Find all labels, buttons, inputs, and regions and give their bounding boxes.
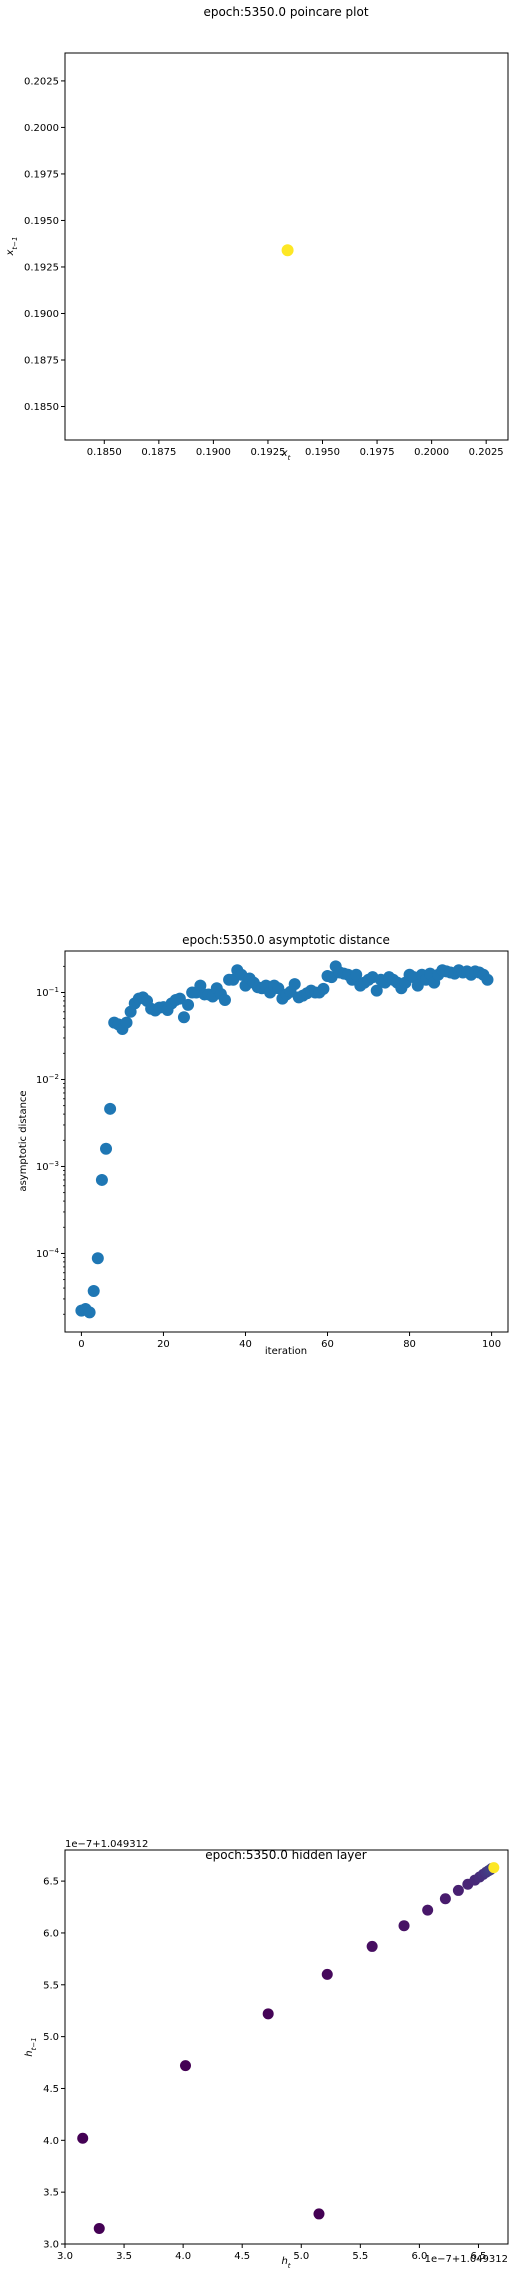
hidden-layer-point: [366, 1940, 378, 1952]
hidden-layer-point: [321, 1968, 333, 1980]
asymptotic-distance-point: [83, 1306, 96, 1319]
poincare-plot-point: [281, 244, 294, 257]
hidden-layer-axes-frame: [64, 1849, 509, 2245]
hidden-layer-point: [179, 2060, 191, 2072]
poincare-plot-ytick-label: 0.1925: [24, 262, 59, 273]
poincare-plot-xtick-label: 0.2025: [469, 447, 504, 458]
asymptotic-distance-point: [218, 993, 231, 1006]
asymptotic-distance-point: [370, 984, 383, 997]
poincare-plot-ytick-label: 0.2025: [24, 76, 59, 87]
hidden-layer-xtick-label: 4.5: [234, 2251, 250, 2262]
hidden-layer-ytick-label: 6.0: [43, 1928, 59, 1939]
asymptotic-distance-point: [95, 1173, 108, 1186]
asymptotic-distance-xtick-label: 60: [321, 1339, 334, 1350]
asymptotic-distance-point: [288, 978, 301, 991]
poincare-plot-xtick-label: 0.1950: [305, 447, 340, 458]
hidden-layer-ticks: 3.0 3.5 4.0 4.5 5.0 5.5 6.0 6.5 3.0 3.5 4.0 4.5 5.0 5…: [43, 1877, 486, 2262]
poincare-plot-ytick-label: 0.1900: [24, 309, 59, 320]
hidden-layer-x-offset-label: 1e−7+1.049312: [425, 2254, 508, 2265]
asymptotic-distance-ytick-label: 10−2: [36, 1073, 59, 1086]
asymptotic-distance-point: [317, 982, 330, 995]
hidden-layer-xtick-label: 3.0: [57, 2251, 73, 2262]
hidden-layer-point: [422, 1904, 434, 1916]
asymptotic-distance-ytick-label: 10−4: [36, 1247, 60, 1260]
hidden-layer-ytick-label: 4.5: [43, 2084, 59, 2095]
hidden-layer-point: [77, 2132, 89, 2144]
poincare-plot-xlabel: xt: [281, 448, 291, 462]
asymptotic-distance-xtick-label: 100: [482, 1339, 501, 1350]
asymptotic-distance-point: [182, 998, 195, 1011]
hidden-layer-point: [488, 1862, 500, 1874]
asymptotic-distance-chart: epoch:5350.0 asymptotic distance 0 20 40 60…: [18, 933, 509, 1357]
asymptotic-distance-point: [120, 1016, 133, 1029]
poincare-plot-ytick-label: 0.1875: [24, 355, 59, 366]
poincare-plot-xtick-label: 0.1975: [360, 447, 395, 458]
poincare-plot-xtick-label: 0.2000: [414, 447, 449, 458]
asymptotic-distance-point: [173, 992, 186, 1005]
asymptotic-distance-ylabel: asymptotic distance: [18, 1090, 29, 1191]
hidden-layer-ytick-label: 3.5: [43, 2188, 59, 2199]
hidden-layer-ytick-label: 3.0: [43, 2240, 59, 2251]
asymptotic-distance-xtick-label: 0: [78, 1339, 84, 1350]
hidden-layer-xlabel: ht: [281, 2256, 290, 2269]
poincare-plot-chart: epoch:5350.0 poincare plot 0.1850 0.1875 0…: [5, 5, 509, 462]
hidden-layer-xtick-label: 5.5: [352, 2251, 368, 2262]
asymptotic-distance-ytick-label: 10−1: [36, 986, 59, 999]
poincare-plot-axes-frame: [64, 52, 509, 441]
poincare-plot-title: epoch:5350.0 poincare plot: [203, 5, 368, 19]
hidden-layer-xtick-label: 5.0: [293, 2251, 309, 2262]
asymptotic-distance-point: [272, 982, 285, 995]
hidden-layer-point: [452, 1884, 464, 1896]
asymptotic-distance-point: [481, 973, 494, 986]
hidden-layer-ytick-label: 6.5: [43, 1877, 59, 1888]
hidden-layer-point: [262, 2008, 274, 2020]
asymptotic-distance-point: [177, 1011, 190, 1024]
hidden-layer-point: [439, 1893, 451, 1905]
asymptotic-distance-points: [75, 960, 494, 1319]
hidden-layer-chart: epoch:5350.0 hidden layer 1e−7+1.049312 …: [24, 1839, 509, 2269]
hidden-layer-ytick-label: 5.0: [43, 2032, 59, 2043]
poincare-plot-xtick-label: 0.1925: [250, 447, 285, 458]
asymptotic-distance-ticks: 0 20 40 60 80 100 10−4 10−3 10−2 10−1: [36, 965, 501, 1350]
asymptotic-distance-axes-frame: [64, 950, 509, 1333]
asymptotic-distance-point: [91, 1252, 104, 1265]
hidden-layer-xtick-label: 3.5: [116, 2251, 132, 2262]
poincare-plot-ytick-label: 0.1950: [24, 216, 59, 227]
asymptotic-distance-point: [350, 968, 363, 981]
asymptotic-distance-point: [100, 1142, 113, 1155]
hidden-layer-ylabel: ht−1: [24, 2037, 38, 2056]
poincare-plot-ylabel: xt−1: [5, 237, 19, 257]
poincare-plot-xtick-label: 0.1900: [196, 447, 231, 458]
poincare-plot-ytick-label: 0.1850: [24, 402, 59, 413]
hidden-layer-ytick-label: 5.5: [43, 1980, 59, 1991]
hidden-layer-points: [77, 1862, 500, 2234]
asymptotic-distance-point: [104, 1102, 117, 1115]
poincare-plot-xtick-label: 0.1850: [87, 447, 122, 458]
asymptotic-distance-ytick-label: 10−3: [36, 1160, 59, 1173]
hidden-layer-point: [398, 1920, 410, 1932]
hidden-layer-ytick-label: 4.0: [43, 2136, 59, 2147]
hidden-layer-xtick-label: 6.5: [471, 2251, 487, 2262]
asymptotic-distance-xlabel: iteration: [265, 1346, 307, 1357]
poincare-plot-points: [281, 244, 294, 257]
poincare-plot-ticks: 0.1850 0.1875 0.1900 0.1925 0.1950 0.1975 0.20…: [24, 76, 504, 458]
hidden-layer-y-offset-label: 1e−7+1.049312: [65, 1839, 148, 1850]
hidden-layer-xtick-label: 4.0: [175, 2251, 191, 2262]
poincare-plot-xtick-label: 0.1875: [141, 447, 176, 458]
asymptotic-distance-title: epoch:5350.0 asymptotic distance: [182, 933, 390, 947]
asymptotic-distance-point: [87, 1285, 100, 1298]
hidden-layer-xtick-label: 6.0: [411, 2251, 427, 2262]
hidden-layer-point: [313, 2208, 325, 2220]
asymptotic-distance-xtick-label: 40: [239, 1339, 252, 1350]
poincare-plot-ytick-label: 0.1975: [24, 169, 59, 180]
asymptotic-distance-xtick-label: 80: [403, 1339, 416, 1350]
hidden-layer-point: [93, 2222, 105, 2234]
poincare-plot-ytick-label: 0.2000: [24, 123, 59, 134]
asymptotic-distance-xtick-label: 20: [157, 1339, 170, 1350]
hidden-layer-title: epoch:5350.0 hidden layer: [205, 1848, 367, 1862]
